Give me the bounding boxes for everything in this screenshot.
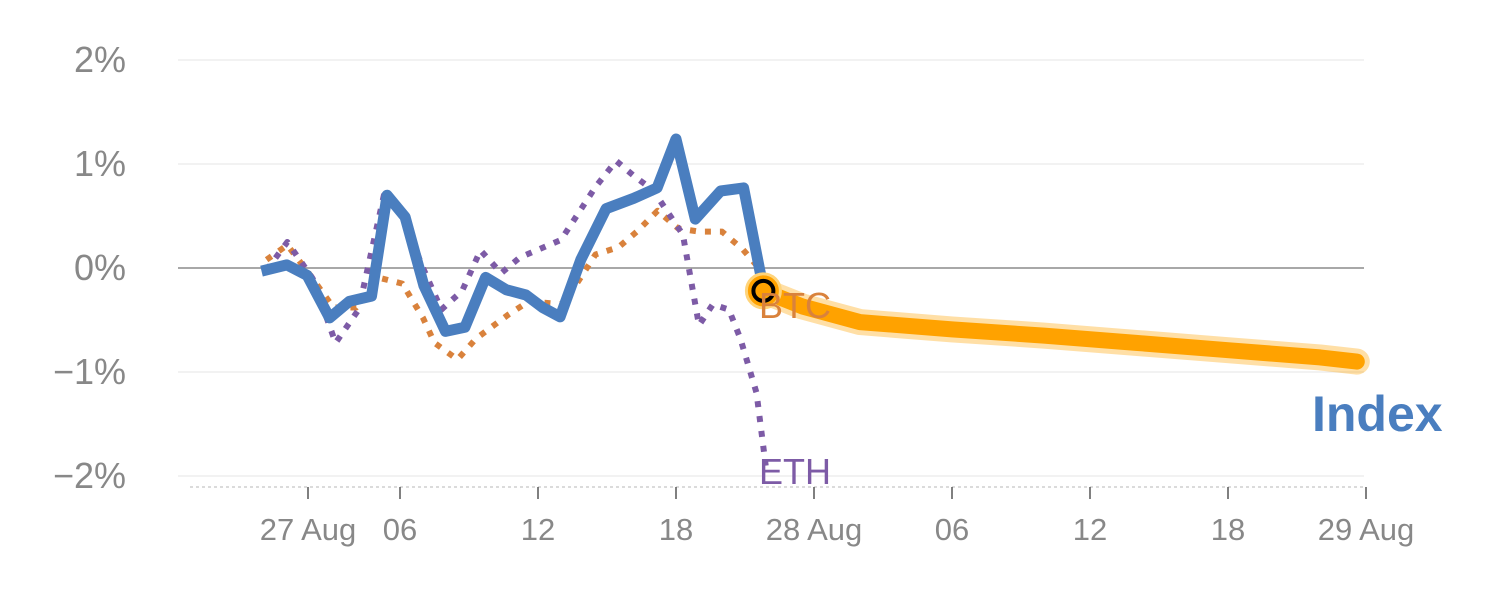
series-label-index: Index bbox=[1312, 386, 1443, 442]
x-tick-label: 18 bbox=[659, 512, 693, 547]
x-tick-label: 27 Aug bbox=[260, 512, 357, 547]
y-axis: 2% 1% 0% −1% −2% bbox=[53, 39, 126, 496]
series-line-index bbox=[260, 133, 769, 337]
y-tick-label: 2% bbox=[74, 39, 126, 80]
marker-outer-ring bbox=[744, 272, 782, 310]
x-axis: 27 Aug 06 12 18 28 Aug 06 12 18 29 Aug bbox=[190, 486, 1415, 547]
marker-inner-ring bbox=[751, 278, 776, 303]
x-tick-label: 29 Aug bbox=[1318, 512, 1415, 547]
series-label-btc: BTC bbox=[759, 285, 831, 326]
x-tick-label: 06 bbox=[383, 512, 417, 547]
forecast-band bbox=[755, 282, 1365, 370]
x-tick-label: 28 Aug bbox=[766, 512, 863, 547]
x-tick-label: 12 bbox=[1073, 512, 1107, 547]
y-tick-label: 0% bbox=[74, 247, 126, 288]
series-line-eth bbox=[264, 157, 769, 466]
series-labels: BTC ETH Index bbox=[759, 285, 1443, 492]
current-marker bbox=[744, 272, 782, 310]
grid-lines bbox=[178, 59, 1364, 477]
x-tick-label: 12 bbox=[521, 512, 555, 547]
y-tick-label: −2% bbox=[53, 455, 126, 496]
series-label-eth: ETH bbox=[759, 451, 831, 492]
series-lines bbox=[260, 133, 1370, 466]
series-line-btc bbox=[264, 207, 766, 363]
x-tick-label: 18 bbox=[1211, 512, 1245, 547]
y-tick-label: 1% bbox=[74, 143, 126, 184]
y-tick-label: −1% bbox=[53, 351, 126, 392]
x-tick-label: 06 bbox=[935, 512, 969, 547]
